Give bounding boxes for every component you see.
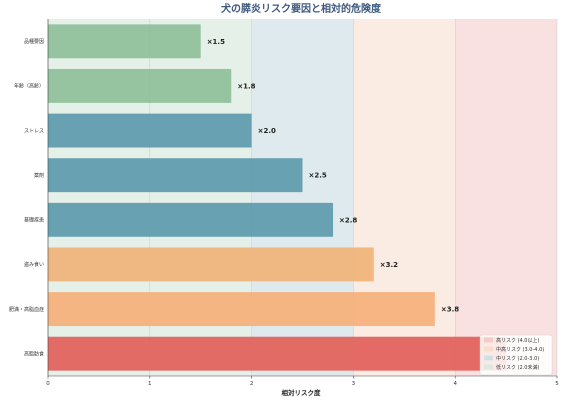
category-label-6: 肥満・高脂血症 xyxy=(9,306,44,313)
value-label-2: ×2.0 xyxy=(258,127,276,135)
value-label-5: ×3.2 xyxy=(380,261,398,269)
x-tick-label-1: 1 xyxy=(148,381,152,387)
category-label-5: 盗み食い xyxy=(24,261,44,268)
x-tick-label-0: 0 xyxy=(46,381,50,387)
x-axis-label: 相対リスク度 xyxy=(282,388,322,397)
risk-band-3 xyxy=(455,19,557,376)
x-tick-label-4: 4 xyxy=(453,381,457,387)
bar-0 xyxy=(48,24,201,59)
value-label-1: ×1.8 xyxy=(237,82,255,90)
legend-swatch-2 xyxy=(484,355,493,361)
category-label-1: 年齢（高齢） xyxy=(14,83,44,90)
category-label-7: 高脂肪食 xyxy=(24,350,44,357)
category-label-4: 基礎疾患 xyxy=(24,217,44,224)
bar-6 xyxy=(48,292,435,327)
x-tick-label-5: 5 xyxy=(555,381,559,387)
x-axis: 0 1 2 3 4 5 xyxy=(46,19,559,387)
legend-entry-0: 高リスク (4.0以上) xyxy=(496,337,539,344)
legend-entry-3: 低リスク (2.0未満) xyxy=(496,364,539,371)
x-tick-label-3: 3 xyxy=(352,381,356,387)
value-label-0: ×1.5 xyxy=(207,38,225,46)
category-label-2: ストレス xyxy=(24,128,44,134)
legend-swatch-1 xyxy=(484,346,493,352)
bar-1 xyxy=(48,68,232,103)
legend-swatch-3 xyxy=(484,364,493,370)
legend-entry-2: 中リスク (2.0-3.0) xyxy=(496,355,539,362)
bars xyxy=(48,24,507,371)
legend-swatch-0 xyxy=(484,337,493,343)
value-labels: ×1.5 ×1.8 ×2.0 ×2.5 ×2.8 ×3.2 ×3.8 xyxy=(207,38,460,314)
bar-3 xyxy=(48,158,303,193)
chart-title: 犬の膵炎リスク要因と相対的危険度 xyxy=(221,2,382,15)
category-label-0: 品種要因 xyxy=(24,38,44,45)
legend-entry-1: 中高リスク (3.0-4.0) xyxy=(496,346,544,353)
bar-4 xyxy=(48,202,334,237)
x-tick-label-2: 2 xyxy=(250,381,254,387)
value-label-4: ×2.8 xyxy=(339,216,357,224)
value-label-3: ×2.5 xyxy=(309,172,327,180)
legend: 高リスク (4.0以上) 中高リスク (3.0-4.0) 中リスク (2.0-3.0… xyxy=(479,334,553,376)
legend-box xyxy=(479,334,553,376)
bar-2 xyxy=(48,113,252,148)
bar-7 xyxy=(48,336,507,371)
bar-5 xyxy=(48,247,374,282)
category-label-3: 薬剤 xyxy=(34,172,44,179)
value-label-6: ×3.8 xyxy=(441,306,459,314)
